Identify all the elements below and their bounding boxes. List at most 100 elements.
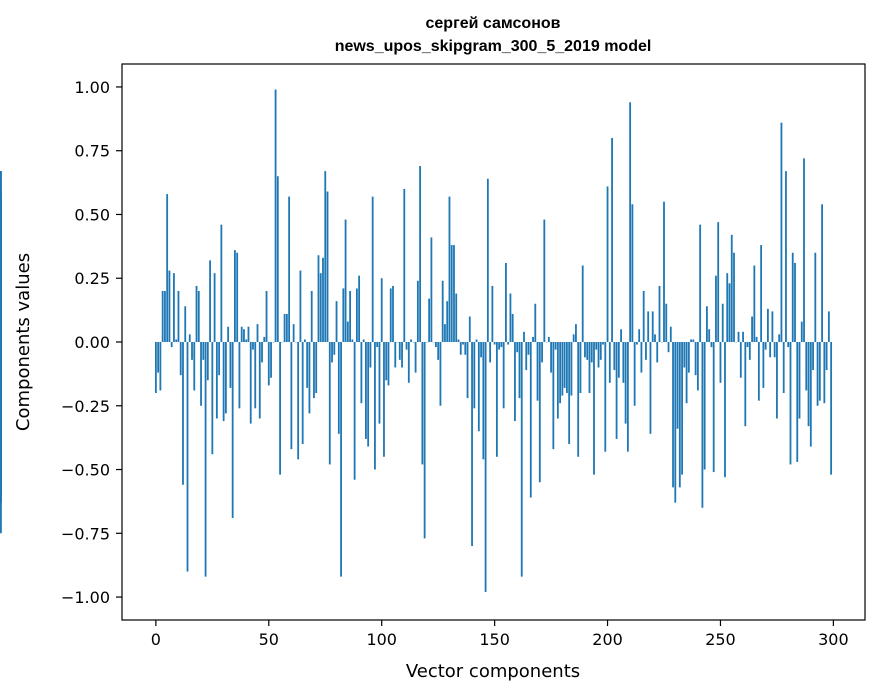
bar [292, 324, 295, 342]
bar [464, 342, 467, 355]
bar [821, 204, 823, 342]
bar [245, 339, 248, 342]
bar [261, 342, 263, 363]
bar [435, 342, 437, 348]
bar [317, 255, 320, 342]
bar [437, 342, 440, 360]
bar [369, 342, 372, 368]
bar [577, 342, 580, 457]
bar [733, 252, 735, 342]
bar [575, 324, 577, 342]
y-tick-label: 0.00 [74, 333, 110, 352]
bar [645, 342, 647, 360]
bar [812, 342, 814, 371]
bar [687, 342, 690, 373]
bar [615, 342, 618, 439]
bar [468, 316, 471, 342]
bar [710, 342, 713, 348]
bar [466, 342, 469, 399]
bar [807, 342, 810, 427]
bar [520, 342, 523, 577]
bar [340, 342, 342, 577]
bar [529, 342, 532, 498]
bar [620, 329, 622, 342]
bar [626, 342, 629, 452]
bar [565, 342, 568, 394]
bar [349, 290, 351, 342]
bar [719, 342, 722, 383]
bar [561, 342, 564, 396]
x-tick-label: 250 [705, 630, 736, 649]
bar [586, 342, 589, 360]
x-tick-label: 100 [366, 630, 397, 649]
bar [389, 288, 392, 342]
x-tick-label: 0 [151, 630, 161, 649]
bar [288, 196, 291, 342]
bar [240, 326, 243, 342]
bar [0, 342, 2, 388]
bar [256, 324, 259, 342]
bar [730, 234, 733, 342]
bar [186, 342, 189, 572]
bar [559, 342, 562, 404]
bar [428, 298, 431, 342]
bar [656, 342, 659, 363]
bar [405, 342, 408, 350]
bar [154, 342, 157, 394]
bar [780, 122, 783, 342]
bar [297, 342, 300, 460]
bar [444, 324, 446, 342]
x-axis: 0 50 100 150 200 250 300 [151, 620, 849, 649]
bar [541, 342, 543, 363]
bar [814, 252, 817, 342]
bar [430, 237, 433, 342]
bar [344, 219, 347, 342]
bar [706, 306, 708, 342]
bar [398, 342, 401, 360]
bar [654, 334, 656, 342]
bar [766, 308, 769, 342]
bar [617, 342, 620, 378]
bar [337, 342, 340, 434]
bar [362, 339, 365, 342]
bar [611, 137, 613, 342]
bar [550, 342, 552, 373]
bar [414, 342, 417, 373]
bar [304, 339, 306, 342]
bar [358, 275, 361, 342]
bar [744, 342, 747, 427]
bar [308, 342, 311, 414]
bar [629, 102, 632, 342]
bar [333, 342, 336, 355]
bar [602, 342, 604, 345]
bar [471, 342, 473, 547]
bar [694, 342, 697, 376]
bar [220, 224, 223, 342]
bar [622, 342, 625, 383]
bar [690, 339, 693, 342]
bar [173, 273, 175, 342]
bar [310, 290, 313, 342]
x-tick-label: 300 [818, 630, 849, 649]
bar [355, 288, 358, 342]
bar [455, 293, 458, 342]
bar [785, 171, 787, 342]
bar [365, 342, 367, 439]
bar [215, 342, 218, 419]
bar [595, 342, 598, 350]
bar [342, 288, 345, 342]
y-tick-label: −1.00 [61, 588, 110, 607]
bar [789, 342, 792, 465]
bar [279, 342, 281, 475]
bar [423, 342, 426, 539]
bar [823, 342, 826, 404]
bar [547, 336, 550, 342]
bar [563, 342, 566, 388]
y-tick-label: 0.75 [74, 142, 110, 161]
bar [809, 342, 812, 447]
bar [229, 342, 232, 388]
bar [489, 342, 492, 363]
bar [825, 342, 828, 371]
bar [599, 342, 602, 360]
bar [446, 301, 449, 342]
